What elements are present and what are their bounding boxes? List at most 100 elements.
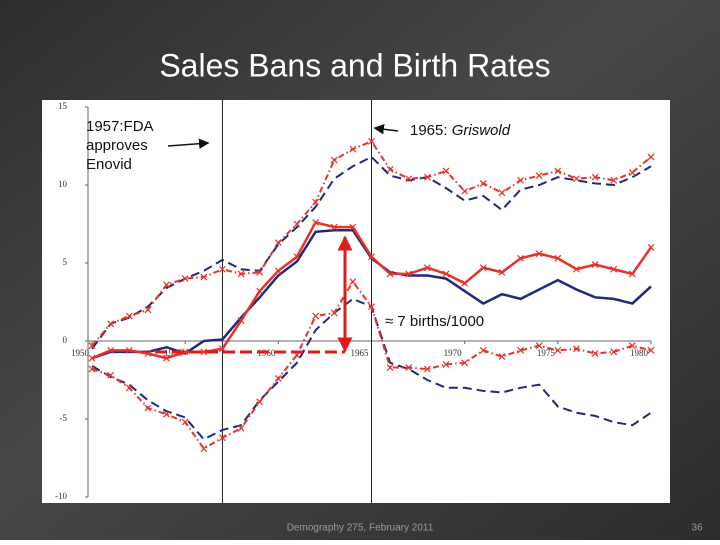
point-marker	[647, 153, 655, 161]
annotation: 1965: Griswold	[410, 122, 511, 139]
point-marker	[256, 398, 264, 406]
point-marker	[163, 410, 170, 418]
point-marker	[423, 173, 431, 181]
point-marker	[386, 270, 394, 278]
point-marker	[405, 175, 413, 183]
point-marker	[628, 342, 636, 350]
point-marker	[591, 350, 599, 357]
x-tick-label: 1965	[351, 348, 370, 358]
point-marker	[349, 223, 357, 231]
point-marker	[88, 354, 96, 362]
point-marker	[88, 365, 96, 373]
x-tick-label: 1975	[537, 348, 556, 358]
point-marker	[405, 270, 413, 278]
point-marker	[628, 270, 636, 278]
point-marker	[125, 346, 133, 354]
point-marker	[312, 219, 320, 226]
y-tick-label: 10	[58, 179, 68, 189]
point-marker	[554, 346, 562, 354]
x-tick-label: 1950	[71, 348, 90, 358]
point-marker	[200, 445, 208, 453]
point-marker	[107, 371, 115, 379]
point-marker	[368, 137, 375, 145]
point-marker	[237, 270, 245, 278]
point-marker	[498, 189, 506, 197]
y-tick-label: 15	[58, 101, 68, 111]
point-marker	[423, 365, 431, 373]
point-marker	[591, 173, 599, 181]
point-marker	[274, 239, 282, 247]
point-marker	[535, 342, 543, 350]
point-marker	[442, 270, 450, 278]
point-marker	[200, 273, 208, 281]
point-marker	[610, 265, 618, 273]
point-marker	[274, 267, 282, 275]
point-marker	[517, 176, 524, 184]
point-marker	[386, 364, 394, 371]
point-marker	[144, 306, 152, 314]
point-marker	[219, 265, 226, 273]
point-marker	[405, 364, 413, 371]
point-marker	[535, 250, 543, 258]
point-marker	[330, 309, 338, 317]
point-marker	[573, 265, 580, 273]
annotation-arrow	[167, 138, 210, 149]
point-marker	[293, 220, 301, 228]
point-marker	[479, 180, 487, 187]
point-marker	[181, 418, 189, 426]
point-marker	[628, 169, 636, 176]
y-tick-label: -10	[55, 491, 67, 501]
point-marker	[274, 375, 282, 382]
point-marker	[293, 253, 301, 261]
annotation-arrow	[373, 123, 399, 135]
annotation-part: 1965:	[410, 122, 452, 139]
point-marker	[423, 264, 431, 272]
point-marker	[237, 317, 245, 325]
point-marker	[479, 346, 487, 354]
point-marker	[368, 303, 375, 311]
point-marker	[330, 223, 338, 231]
point-marker	[349, 145, 357, 153]
y-tick-label: 5	[63, 257, 68, 267]
chart-panel	[42, 100, 670, 503]
point-marker	[498, 353, 506, 361]
point-marker	[517, 254, 524, 262]
point-marker	[498, 268, 506, 276]
point-marker	[181, 275, 189, 283]
point-marker	[610, 348, 618, 356]
point-marker	[368, 253, 375, 261]
point-marker	[442, 360, 450, 368]
annotation: 1957:FDA	[86, 118, 154, 135]
plot: -10-505101519501955196019651970197519801…	[55, 100, 655, 503]
point-marker	[461, 187, 469, 195]
point-marker	[479, 264, 487, 272]
annotation: Enovid	[86, 156, 132, 173]
point-marker	[200, 348, 208, 356]
point-marker	[461, 279, 469, 287]
point-marker	[535, 172, 543, 180]
x-tick-label: 1970	[444, 348, 463, 358]
point-marker	[610, 176, 618, 184]
point-marker	[386, 165, 394, 173]
annotation-part: Griswold	[452, 122, 511, 139]
slide-title: Sales Bans and Birth Rates	[159, 47, 550, 83]
point-marker	[219, 434, 226, 442]
x-tick-label: 1980	[630, 348, 649, 358]
point-marker	[349, 278, 357, 286]
footer: Demography 275, February 2011	[287, 523, 434, 534]
point-marker	[88, 342, 96, 350]
point-marker	[647, 346, 655, 354]
point-marker	[312, 198, 320, 206]
point-marker	[330, 156, 338, 164]
point-marker	[163, 354, 170, 362]
point-marker	[144, 350, 152, 357]
point-marker	[461, 359, 469, 367]
point-marker	[256, 268, 264, 276]
point-marker	[125, 312, 133, 320]
y-tick-label: 0	[63, 335, 68, 345]
point-marker	[591, 261, 599, 268]
point-marker	[573, 345, 580, 353]
point-marker	[554, 167, 562, 175]
point-marker	[107, 346, 115, 354]
annotation: approves	[86, 137, 148, 154]
